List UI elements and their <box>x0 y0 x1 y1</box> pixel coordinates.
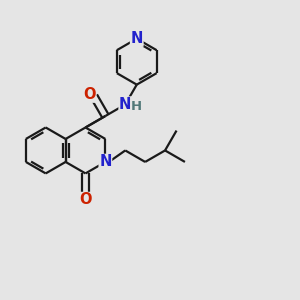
Text: O: O <box>79 193 92 208</box>
Text: O: O <box>83 87 96 102</box>
Text: N: N <box>99 154 112 169</box>
Text: N: N <box>130 31 143 46</box>
Text: N: N <box>119 97 131 112</box>
Text: H: H <box>131 100 142 113</box>
